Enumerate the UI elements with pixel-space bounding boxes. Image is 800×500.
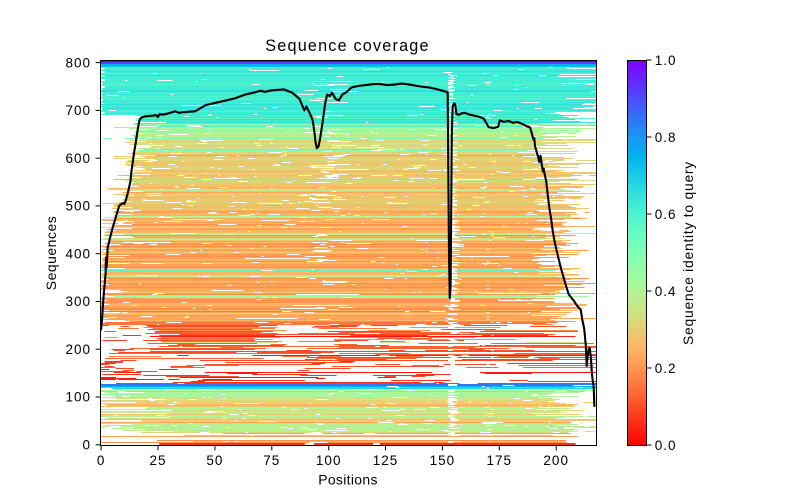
svg-text:0: 0 bbox=[97, 453, 106, 468]
svg-text:800: 800 bbox=[65, 55, 91, 70]
svg-text:50: 50 bbox=[206, 453, 223, 468]
svg-text:1.0: 1.0 bbox=[655, 53, 677, 68]
svg-text:150: 150 bbox=[430, 453, 456, 468]
svg-text:0: 0 bbox=[82, 438, 91, 453]
svg-text:0.2: 0.2 bbox=[655, 361, 677, 376]
svg-text:100: 100 bbox=[316, 453, 342, 468]
svg-text:75: 75 bbox=[263, 453, 280, 468]
svg-text:Sequence coverage: Sequence coverage bbox=[265, 37, 429, 55]
svg-text:500: 500 bbox=[65, 199, 91, 214]
svg-text:0.0: 0.0 bbox=[655, 438, 677, 453]
svg-text:25: 25 bbox=[149, 453, 166, 468]
svg-text:0.8: 0.8 bbox=[655, 130, 677, 145]
svg-text:300: 300 bbox=[65, 294, 91, 309]
svg-text:600: 600 bbox=[65, 151, 91, 166]
svg-text:200: 200 bbox=[543, 453, 569, 468]
svg-text:400: 400 bbox=[65, 246, 91, 261]
svg-text:175: 175 bbox=[487, 453, 513, 468]
svg-text:0.6: 0.6 bbox=[655, 207, 677, 222]
svg-text:125: 125 bbox=[373, 453, 399, 468]
svg-text:Positions: Positions bbox=[318, 471, 378, 487]
svg-text:0.4: 0.4 bbox=[655, 284, 677, 299]
svg-text:Sequence identity to query: Sequence identity to query bbox=[680, 161, 696, 345]
svg-text:Sequences: Sequences bbox=[43, 216, 59, 290]
svg-text:700: 700 bbox=[65, 103, 91, 118]
svg-text:200: 200 bbox=[65, 342, 91, 357]
svg-text:100: 100 bbox=[65, 390, 91, 405]
